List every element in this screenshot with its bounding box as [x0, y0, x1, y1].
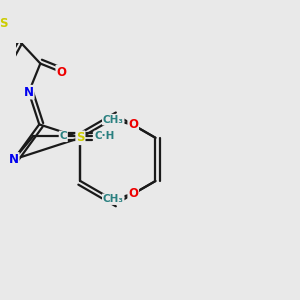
- Text: S: S: [76, 131, 85, 144]
- Text: C: C: [59, 131, 67, 141]
- Text: N: N: [9, 153, 19, 166]
- Text: O: O: [56, 65, 66, 79]
- Text: O: O: [128, 118, 138, 131]
- Text: CH₃: CH₃: [103, 115, 124, 124]
- Text: N: N: [24, 86, 34, 99]
- Text: S: S: [0, 17, 8, 30]
- Text: CH₃: CH₃: [103, 194, 124, 204]
- Text: O: O: [128, 188, 138, 200]
- Text: C·H: C·H: [94, 131, 115, 141]
